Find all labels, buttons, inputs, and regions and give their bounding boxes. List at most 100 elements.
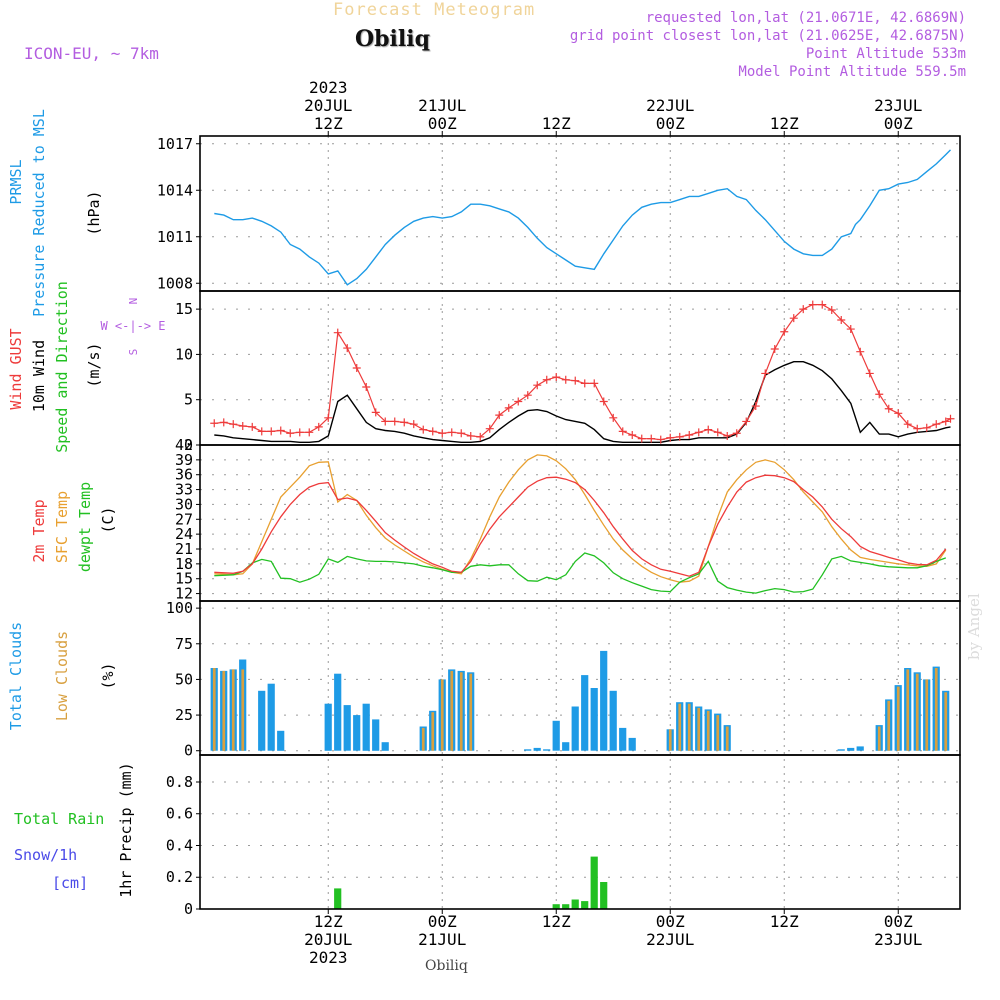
total-cloud-bar — [381, 742, 389, 751]
y-tick-label-wind: 5 — [184, 391, 193, 409]
wind-gust-marker — [580, 379, 589, 388]
wind-gust-marker — [571, 376, 580, 385]
wind-label: 10m Wind — [30, 340, 48, 412]
total-cloud-bar — [609, 690, 617, 751]
wind-gust-marker — [362, 383, 371, 392]
total-cloud-bar — [524, 749, 532, 751]
y-tick-label-clouds: 75 — [175, 635, 193, 653]
wind-gust-marker — [647, 434, 656, 443]
low-cloud-bar — [678, 703, 682, 751]
wind-gust-marker — [894, 409, 903, 418]
wind-gust-marker — [447, 428, 456, 437]
y-tick-label-precip: 0.4 — [166, 836, 193, 854]
gridpoint-coordinates: grid point closest lon,lat (21.0625E, 42… — [569, 28, 966, 44]
wind-gust-marker — [219, 418, 228, 427]
total-rain-label: Total Rain — [14, 810, 104, 828]
y-tick-label-precip: 0.8 — [166, 773, 193, 791]
wind-gust-marker — [552, 373, 561, 382]
y-tick-label-wind: 10 — [175, 345, 193, 363]
low-cloud-bar — [944, 692, 948, 751]
low-cloud-bar — [687, 703, 691, 751]
footer-station: Obiliq — [425, 958, 468, 974]
wind-gust-marker — [732, 429, 741, 438]
wind-gust-marker — [229, 420, 238, 429]
rain-bar — [562, 904, 570, 909]
compass-west-east: W <-|-> E — [100, 319, 165, 333]
wind-direction-label: Speed and Direction — [53, 281, 71, 453]
low-cloud-bar — [222, 670, 226, 751]
wind-gust-marker — [865, 369, 874, 378]
wind-gust-marker — [609, 413, 618, 422]
model-point-altitude: Model Point Altitude 559.5m — [738, 64, 966, 80]
rain-bar — [334, 888, 342, 909]
wind-gust-marker — [257, 427, 266, 436]
wind-gust-marker — [884, 404, 893, 413]
wind-gust-marker — [409, 420, 418, 429]
pressure-line — [214, 149, 951, 286]
rain-bar — [552, 904, 560, 909]
dewpoint-label: dewpt Temp — [76, 482, 94, 572]
wind-gust-marker — [704, 425, 713, 434]
bottom-time-label: 00Z — [428, 912, 457, 931]
wind-gust-marker — [751, 402, 760, 411]
wind-gust-marker — [637, 434, 646, 443]
panel-frame-pressure — [199, 135, 961, 292]
y-tick-label-temperature: 42 — [175, 436, 193, 454]
wind-gust-marker — [932, 420, 941, 429]
low-cloud-bar — [668, 729, 672, 751]
wind-gust-marker — [713, 428, 722, 437]
rain-bar — [600, 882, 608, 909]
top-time-label: 21JUL — [418, 96, 466, 115]
wind-gust-marker — [324, 413, 333, 422]
dewpoint-line — [214, 552, 947, 594]
top-time-label: 00Z — [656, 114, 685, 133]
wind-gust-marker — [533, 381, 542, 390]
wind-gust-marker — [333, 328, 342, 337]
wind-gust-marker — [400, 418, 409, 427]
y-tick-label-temperature: 18 — [175, 555, 193, 573]
low-cloud-bar — [915, 673, 919, 751]
y-tick-label-pressure: 1014 — [157, 181, 193, 199]
wind-gust-marker — [343, 344, 352, 353]
low-cloud-bar — [440, 679, 444, 751]
wind-gust-marker — [656, 435, 665, 444]
y-tick-label-temperature: 36 — [175, 466, 193, 484]
wind-gust-marker — [305, 428, 314, 437]
wind-gust-line — [214, 304, 951, 441]
wind-gust-marker — [770, 344, 779, 353]
wind-gust-marker — [837, 315, 846, 324]
wind-gust-marker — [922, 423, 931, 432]
top-time-label: 22JUL — [646, 96, 694, 115]
wind-gust-marker — [761, 369, 770, 378]
wind-gust-marker — [352, 364, 361, 372]
low-cloud-bar — [934, 668, 938, 751]
wind-gust-marker — [946, 414, 955, 423]
wind-gust-marker — [818, 300, 827, 309]
wind-gust-marker — [295, 428, 304, 437]
wind-gust-marker — [618, 427, 627, 436]
wind-gust-marker — [542, 375, 551, 384]
wind-gust-marker — [685, 431, 694, 440]
wind-gust-marker — [941, 417, 950, 426]
panel-frame-temperature — [199, 444, 961, 602]
wind-gust-marker — [913, 424, 922, 433]
total-cloud-bar — [571, 706, 579, 751]
total-cloud-bar — [533, 747, 541, 751]
wind-gust-marker — [438, 429, 447, 438]
wind-gust-marker — [523, 391, 532, 400]
low-cloud-bar — [241, 669, 245, 751]
snow-unit: [cm] — [52, 874, 88, 892]
compass-south: S — [127, 349, 140, 356]
model-label: ICON-EU, ~ 7km — [24, 44, 159, 63]
total-cloud-bar — [856, 746, 864, 751]
sfc-temp-label: SFC Temp — [53, 491, 71, 563]
rain-bar — [590, 856, 598, 909]
bottom-time-label: 00Z — [656, 912, 685, 931]
wind-gust-marker — [428, 427, 437, 436]
snow-label: Snow/1h — [14, 846, 77, 864]
low-cloud-bar — [469, 673, 473, 751]
total-cloud-bar — [562, 742, 570, 751]
total-cloud-bar — [581, 675, 589, 751]
y-tick-label-temperature: 24 — [175, 525, 193, 543]
